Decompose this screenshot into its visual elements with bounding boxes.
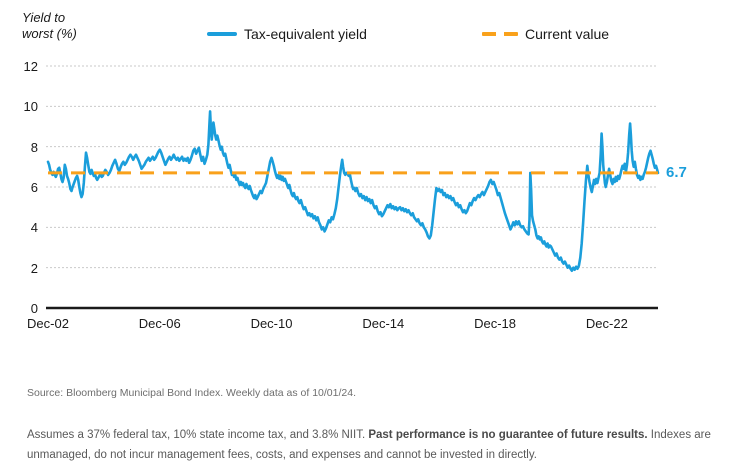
y-tick-label-2: 2: [30, 260, 38, 276]
source-note: Source: Bloomberg Municipal Bond Index. …: [27, 387, 357, 399]
disclaimer-text: Assumes a 37% federal tax, 10% state inc…: [27, 425, 719, 465]
x-tick-label-Dec-14: Dec-14: [362, 316, 405, 331]
y-tick-label-12: 12: [23, 59, 38, 74]
y-tick-label-6: 6: [30, 180, 38, 195]
yield-line-chart: [46, 65, 660, 310]
x-tick-label-Dec-06: Dec-06: [138, 316, 181, 331]
legend-item-current-value: Current value: [482, 26, 609, 42]
x-tick-label-Dec-02: Dec-02: [27, 316, 69, 331]
y-axis-title-line1: Yield to: [22, 10, 66, 25]
x-tick-label-Dec-10: Dec-10: [250, 316, 293, 331]
reference-dash-swatch: [482, 32, 518, 36]
tax-equivalent-yield-line: [46, 110, 660, 273]
disclaimer-part2: Indexes are unmanaged, do not incur mana…: [27, 428, 711, 461]
y-tick-label-0: 0: [30, 301, 38, 316]
legend-item-tax-equivalent-yield: Tax-equivalent yield: [207, 26, 367, 42]
series-line-swatch: [207, 32, 237, 36]
disclaimer-part1: Assumes a 37% federal tax, 10% state inc…: [27, 428, 369, 441]
y-axis-title: Yield to worst (%): [22, 10, 77, 42]
current-value-callout: 6.7: [666, 163, 687, 181]
disclaimer-bold: Past performance is no guarantee of futu…: [368, 428, 648, 441]
y-axis-title-line2: worst (%): [22, 26, 77, 41]
y-tick-label-8: 8: [30, 139, 38, 155]
legend-label-reference: Current value: [525, 26, 610, 42]
y-tick-label-10: 10: [23, 99, 38, 115]
y-tick-label-4: 4: [30, 220, 38, 236]
x-tick-label-Dec-18: Dec-18: [474, 316, 517, 331]
x-tick-label-Dec-22: Dec-22: [585, 316, 628, 331]
legend-label-series: Tax-equivalent yield: [244, 26, 367, 42]
